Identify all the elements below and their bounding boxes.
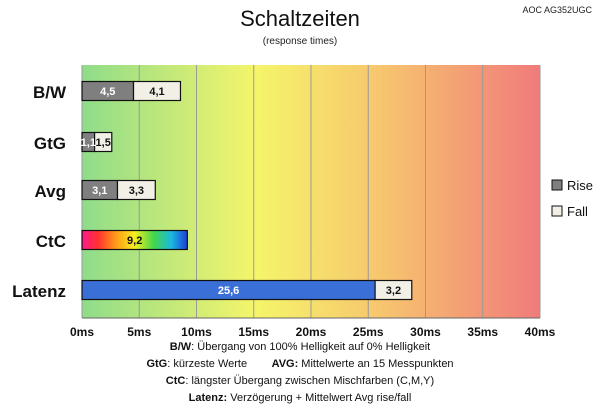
bar-label-fall: 3,3 <box>129 185 144 197</box>
footer-line-latenz: Latenz: Verzögerung + Mittelwert Avg ris… <box>0 392 600 404</box>
bar-latenz-fall <box>374 279 413 301</box>
bar-label-latenz-fall: 3,2 <box>386 285 401 297</box>
footer-latenz-text: Verzögerung + Mittelwert Avg rise/fall <box>227 392 412 404</box>
x-tick-label: 35ms <box>467 325 498 339</box>
footer-ctc-label: CtC <box>165 375 186 387</box>
bar-label-rise: 1,1 <box>81 137 96 149</box>
bar-label-fall: 4,1 <box>149 86 164 98</box>
legend-label: Rise <box>567 178 593 193</box>
footer-bw-text: : Übergang von 100% Helligkeit auf 0% He… <box>191 341 431 353</box>
monitor-model-label: AOC AG352UGC <box>522 5 592 15</box>
bar-fall <box>116 179 156 201</box>
bar-label-rise: 4,5 <box>100 86 115 98</box>
x-tick-label: 25ms <box>353 325 384 339</box>
chart-subtitle: (response times) <box>262 36 338 47</box>
legend-label: Fall <box>567 204 588 219</box>
bar-fall <box>93 131 113 153</box>
footer-gtg-label: GtG <box>146 358 168 370</box>
category-label: CtC <box>36 232 66 251</box>
footer-avg-label: AVG: <box>271 358 299 370</box>
footer-line-ctc: CtC: längster Übergang zwischen Mischfar… <box>0 375 600 387</box>
footer-line-gtg-avg: GtG: kürzeste Werte AVG: Mittelwerte an … <box>0 358 600 370</box>
chart-title: Schaltzeiten <box>240 6 360 31</box>
bar-ctc <box>81 229 188 251</box>
x-tick-label: 30ms <box>410 325 441 339</box>
category-label: B/W <box>33 83 67 102</box>
footer-avg-text: Mittelwerte an 15 Messpunkten <box>298 358 454 370</box>
bar-label-ctc: 9,2 <box>127 235 142 247</box>
response-time-chart: 4,5 4,1 1,1 1,5 3,1 3,3 9,2 25,6 3,2 B/W GtG Avg Ct… <box>12 65 593 339</box>
category-label: Avg <box>35 182 67 201</box>
bar-label-fall: 1,5 <box>96 137 111 149</box>
footer-gtg-text: : kürzeste Werte <box>167 358 248 370</box>
bar-fall <box>132 80 182 102</box>
x-tick-label: 5ms <box>127 325 151 339</box>
x-tick-label: 0ms <box>70 325 94 339</box>
x-tick-label: 15ms <box>238 325 269 339</box>
x-tick-label: 20ms <box>296 325 327 339</box>
footer-ctc-text: : längster Übergang zwischen Mischfarben… <box>185 375 435 387</box>
category-label: Latenz <box>12 282 66 301</box>
x-tick-label: 40ms <box>525 325 556 339</box>
bar-label-rise: 3,1 <box>92 185 107 197</box>
bar-label-latenz: 25,6 <box>218 285 239 297</box>
legend-swatch <box>551 205 563 217</box>
legend-swatch <box>551 179 563 191</box>
footer-latenz-label: Latenz: <box>188 392 228 404</box>
x-tick-label: 10ms <box>181 325 212 339</box>
footer-line-bw: B/W: Übergang von 100% Helligkeit auf 0%… <box>0 341 600 353</box>
category-label: GtG <box>34 134 66 153</box>
footer-bw-label: B/W <box>169 341 192 353</box>
